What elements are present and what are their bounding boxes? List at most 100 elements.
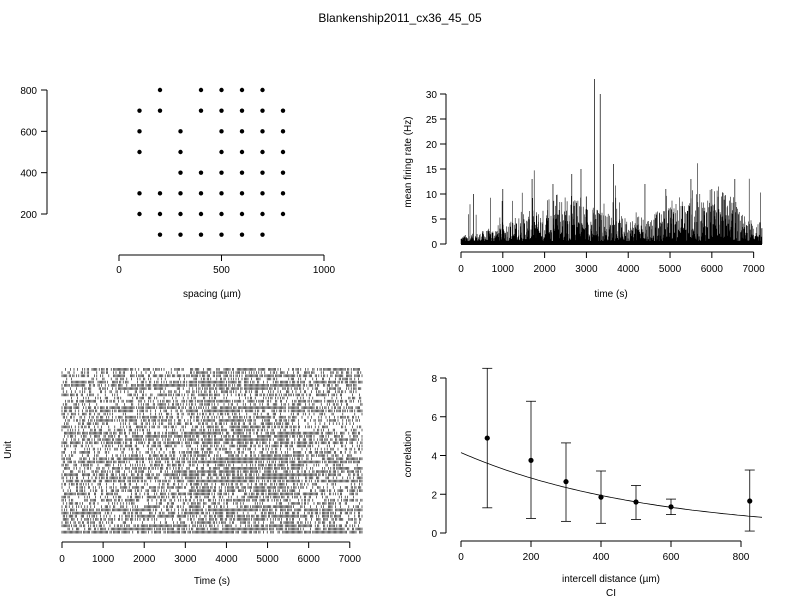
electrode-point [157, 211, 163, 217]
raster-x-tick-label: 1000 [92, 554, 115, 565]
layout-x-label: spacing (µm) [183, 289, 241, 300]
electrode-point [239, 211, 245, 217]
electrode-point [239, 232, 245, 237]
correlation-point [528, 457, 534, 463]
electrode-point [239, 87, 245, 93]
electrode-point [219, 211, 224, 217]
electrode-point [260, 108, 265, 113]
raster-x-tick-label: 2000 [133, 554, 156, 565]
electrode-point [198, 87, 204, 93]
rate-x-label: time (s) [594, 289, 627, 300]
rate-x-tick-label: 7000 [743, 264, 766, 275]
electrode-point [219, 129, 224, 134]
spike-raster [61, 368, 363, 534]
corr-y-tick-label: 0 [431, 529, 437, 540]
corr-x-tick-label: 200 [523, 552, 540, 563]
raster-x-tick-label: 7000 [339, 554, 362, 565]
electrode-point [239, 191, 245, 196]
layout-x-tick-label: 0 [116, 265, 122, 276]
correlation-plot: intercell distance (µm) CI correlation 0… [403, 367, 763, 599]
electrode-point [198, 108, 204, 113]
electrode-point [157, 191, 163, 196]
correlation-point [598, 494, 604, 500]
electrode-point [260, 232, 265, 237]
electrode-point [219, 108, 224, 113]
firing-rate-plot: time (s) mean firing rate (Hz) 0 1000 2000… [403, 79, 765, 300]
electrode-point [137, 108, 142, 113]
electrode-point [178, 149, 183, 155]
electrode-point [260, 129, 265, 134]
electrode-point [137, 191, 142, 196]
rate-y-tick-label: 0 [431, 240, 437, 251]
raster-y-label: Unit [3, 441, 14, 459]
electrode-point [178, 129, 183, 134]
electrode-point [280, 129, 286, 134]
electrode-point [137, 129, 142, 134]
layout-y-tick-label: 600 [20, 127, 37, 138]
rate-y-tick-label: 10 [426, 190, 438, 201]
electrode-point [239, 149, 245, 155]
rate-y-tick-label: 30 [426, 90, 438, 101]
electrode-layout-plot: spacing (µm) 0 500 1000 200 400 600 800 [20, 86, 335, 300]
electrode-point [157, 232, 163, 237]
electrode-point [178, 191, 183, 196]
rate-x-tick-label: 3000 [575, 264, 598, 275]
electrode-point [239, 170, 245, 175]
electrode-point [137, 149, 142, 155]
layout-x-tick-label: 500 [213, 265, 230, 276]
correlation-point [747, 498, 753, 504]
electrode-point [157, 108, 163, 113]
corr-y-tick-label: 6 [431, 413, 437, 424]
corr-x-tick-label: 0 [458, 552, 464, 563]
rate-y-tick-label: 15 [426, 165, 438, 176]
electrode-point [260, 149, 265, 155]
corr-x-label: intercell distance (µm) [562, 574, 660, 585]
electrode-point [198, 170, 204, 175]
rate-y-tick-label: 20 [426, 140, 438, 151]
electrode-point [219, 191, 224, 196]
raster-x-tick-label: 5000 [256, 554, 279, 565]
electrode-point [198, 191, 204, 196]
corr-y-tick-label: 2 [431, 490, 437, 501]
raster-x-tick-label: 0 [59, 554, 65, 565]
exponential-fit-curve [460, 452, 763, 518]
layout-y-tick-label: 200 [20, 210, 37, 221]
layout-x-tick-label: 1000 [313, 265, 336, 276]
electrode-point [198, 211, 204, 217]
firing-rate-trace [460, 163, 763, 244]
electrode-point [219, 232, 224, 237]
electrode-point [157, 87, 163, 93]
electrode-point [219, 87, 224, 93]
electrode-point [239, 108, 245, 113]
electrode-point [219, 149, 224, 155]
figure-title: Blankenship2011_cx36_45_05 [318, 11, 482, 25]
rate-y-tick-label: 5 [431, 215, 437, 226]
electrode-point [198, 232, 204, 237]
rate-y-tick-label: 25 [426, 115, 438, 126]
corr-x-tick-label: 600 [663, 552, 680, 563]
corr-x-tick-label: 400 [593, 552, 610, 563]
layout-y-tick-label: 800 [20, 86, 37, 97]
rate-x-tick-label: 1000 [492, 264, 515, 275]
raster-x-tick-label: 3000 [174, 554, 197, 565]
correlation-point [668, 504, 674, 510]
electrode-point [239, 129, 245, 134]
corr-y-tick-label: 4 [431, 452, 437, 463]
corr-y-label: correlation [403, 431, 414, 478]
rate-x-tick-label: 2000 [533, 264, 556, 275]
electrode-point [260, 191, 265, 196]
electrode-point [260, 87, 265, 93]
firing-rate-baseline [461, 241, 762, 245]
electrode-point [280, 211, 286, 217]
electrode-point [280, 108, 286, 113]
layout-y-tick-label: 400 [20, 169, 37, 180]
rate-x-tick-label: 4000 [617, 264, 640, 275]
correlation-point [633, 499, 639, 505]
corr-y-tick-label: 8 [431, 374, 437, 385]
electrode-point [178, 170, 183, 175]
raster-plot: Time (s) Unit 0 1000 2000 3000 4000 5000 6000 7… [3, 368, 363, 587]
electrode-point [178, 211, 183, 217]
raster-x-label: Time (s) [194, 576, 230, 587]
raster-x-tick-label: 4000 [215, 554, 238, 565]
